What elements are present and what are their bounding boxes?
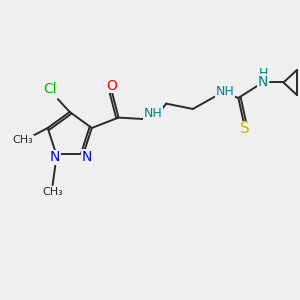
Text: NH: NH: [215, 85, 234, 98]
Text: N: N: [82, 150, 92, 164]
Text: NH: NH: [144, 107, 163, 120]
Text: N: N: [50, 151, 60, 164]
Text: H: H: [259, 67, 268, 80]
Text: CH₃: CH₃: [42, 187, 63, 196]
Text: S: S: [240, 122, 250, 136]
Text: CH₃: CH₃: [12, 136, 33, 146]
Text: O: O: [106, 79, 117, 93]
Text: Cl: Cl: [43, 82, 57, 96]
Text: N: N: [258, 75, 268, 89]
